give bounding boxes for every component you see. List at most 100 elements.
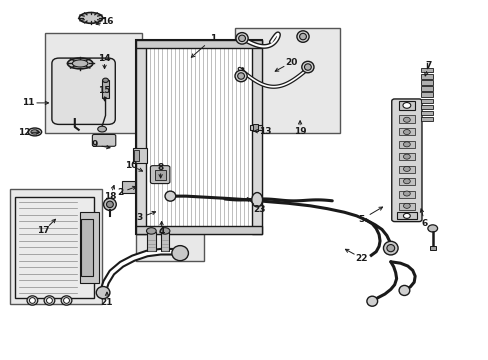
Circle shape bbox=[403, 154, 409, 159]
Ellipse shape bbox=[61, 296, 72, 305]
Bar bbox=[80, 212, 99, 283]
Bar bbox=[155, 170, 165, 180]
Text: 19: 19 bbox=[293, 127, 306, 136]
Circle shape bbox=[427, 225, 437, 232]
Bar bbox=[136, 40, 262, 48]
Bar bbox=[15, 197, 94, 298]
Text: 12: 12 bbox=[18, 128, 30, 137]
Ellipse shape bbox=[383, 241, 397, 255]
Ellipse shape bbox=[79, 13, 102, 23]
Bar bbox=[420, 93, 432, 97]
Text: 2: 2 bbox=[117, 188, 123, 197]
Ellipse shape bbox=[27, 296, 38, 305]
Bar bbox=[420, 74, 432, 78]
Ellipse shape bbox=[237, 73, 244, 79]
Bar bbox=[252, 40, 262, 234]
Ellipse shape bbox=[46, 298, 52, 303]
Ellipse shape bbox=[398, 285, 409, 296]
Circle shape bbox=[403, 117, 409, 122]
Bar bbox=[420, 99, 432, 103]
Circle shape bbox=[403, 130, 409, 135]
Bar bbox=[102, 80, 109, 98]
Text: 18: 18 bbox=[104, 192, 117, 201]
Text: 11: 11 bbox=[21, 98, 34, 107]
Ellipse shape bbox=[106, 201, 113, 208]
Bar bbox=[420, 111, 432, 115]
Ellipse shape bbox=[67, 58, 93, 69]
Bar bbox=[420, 105, 432, 109]
Bar bbox=[136, 40, 262, 234]
Ellipse shape bbox=[160, 228, 169, 234]
Ellipse shape bbox=[98, 126, 106, 132]
Text: 21: 21 bbox=[101, 298, 113, 307]
Bar bbox=[396, 212, 416, 220]
Text: 4: 4 bbox=[158, 228, 164, 237]
Bar bbox=[420, 68, 432, 72]
Bar bbox=[234, 28, 339, 134]
Ellipse shape bbox=[102, 78, 108, 82]
Text: 8: 8 bbox=[157, 163, 163, 172]
Text: 20: 20 bbox=[285, 58, 297, 67]
FancyBboxPatch shape bbox=[150, 166, 169, 184]
Ellipse shape bbox=[301, 61, 313, 73]
Text: 5: 5 bbox=[358, 215, 364, 224]
Bar bbox=[44, 33, 142, 134]
Ellipse shape bbox=[366, 296, 377, 306]
FancyBboxPatch shape bbox=[391, 99, 421, 222]
Bar bbox=[398, 178, 414, 185]
FancyBboxPatch shape bbox=[92, 134, 116, 146]
Text: 23: 23 bbox=[252, 205, 265, 214]
Circle shape bbox=[403, 191, 409, 196]
Bar bbox=[136, 226, 262, 234]
Bar bbox=[398, 191, 414, 198]
Bar bbox=[420, 80, 432, 85]
Circle shape bbox=[403, 166, 409, 171]
Bar bbox=[398, 203, 414, 211]
Ellipse shape bbox=[31, 130, 39, 134]
Bar bbox=[398, 140, 414, 148]
Bar bbox=[249, 126, 261, 130]
Text: 16: 16 bbox=[101, 17, 113, 26]
Bar bbox=[420, 86, 432, 91]
FancyBboxPatch shape bbox=[52, 58, 115, 125]
Bar bbox=[252, 124, 257, 131]
Text: 1: 1 bbox=[209, 34, 216, 43]
Ellipse shape bbox=[296, 31, 308, 42]
Ellipse shape bbox=[386, 244, 394, 252]
Circle shape bbox=[403, 213, 409, 219]
Circle shape bbox=[403, 179, 409, 184]
Ellipse shape bbox=[96, 287, 110, 299]
Bar bbox=[81, 219, 93, 276]
Text: 6: 6 bbox=[421, 219, 427, 228]
Ellipse shape bbox=[238, 35, 245, 41]
Ellipse shape bbox=[72, 60, 88, 67]
Circle shape bbox=[402, 103, 410, 108]
Text: 9: 9 bbox=[91, 140, 97, 149]
Bar bbox=[429, 246, 435, 249]
Ellipse shape bbox=[103, 198, 116, 211]
Bar bbox=[398, 128, 414, 135]
Text: 14: 14 bbox=[98, 54, 111, 63]
Ellipse shape bbox=[304, 64, 311, 70]
Bar bbox=[10, 189, 102, 304]
Bar bbox=[420, 117, 432, 121]
Text: 17: 17 bbox=[37, 226, 50, 235]
Bar bbox=[133, 148, 147, 163]
Bar bbox=[398, 153, 414, 160]
Ellipse shape bbox=[28, 128, 41, 136]
Text: 15: 15 bbox=[98, 86, 111, 95]
Ellipse shape bbox=[171, 246, 188, 261]
Text: 10: 10 bbox=[125, 161, 137, 170]
Text: 3: 3 bbox=[136, 213, 142, 222]
Ellipse shape bbox=[236, 33, 247, 44]
Bar bbox=[147, 232, 156, 251]
Ellipse shape bbox=[299, 33, 306, 40]
Bar bbox=[160, 232, 169, 251]
Circle shape bbox=[403, 142, 409, 147]
Bar bbox=[122, 181, 135, 193]
Circle shape bbox=[403, 203, 409, 208]
Text: 7: 7 bbox=[425, 61, 431, 70]
Bar bbox=[398, 166, 414, 173]
Ellipse shape bbox=[251, 193, 262, 207]
Ellipse shape bbox=[164, 191, 175, 201]
